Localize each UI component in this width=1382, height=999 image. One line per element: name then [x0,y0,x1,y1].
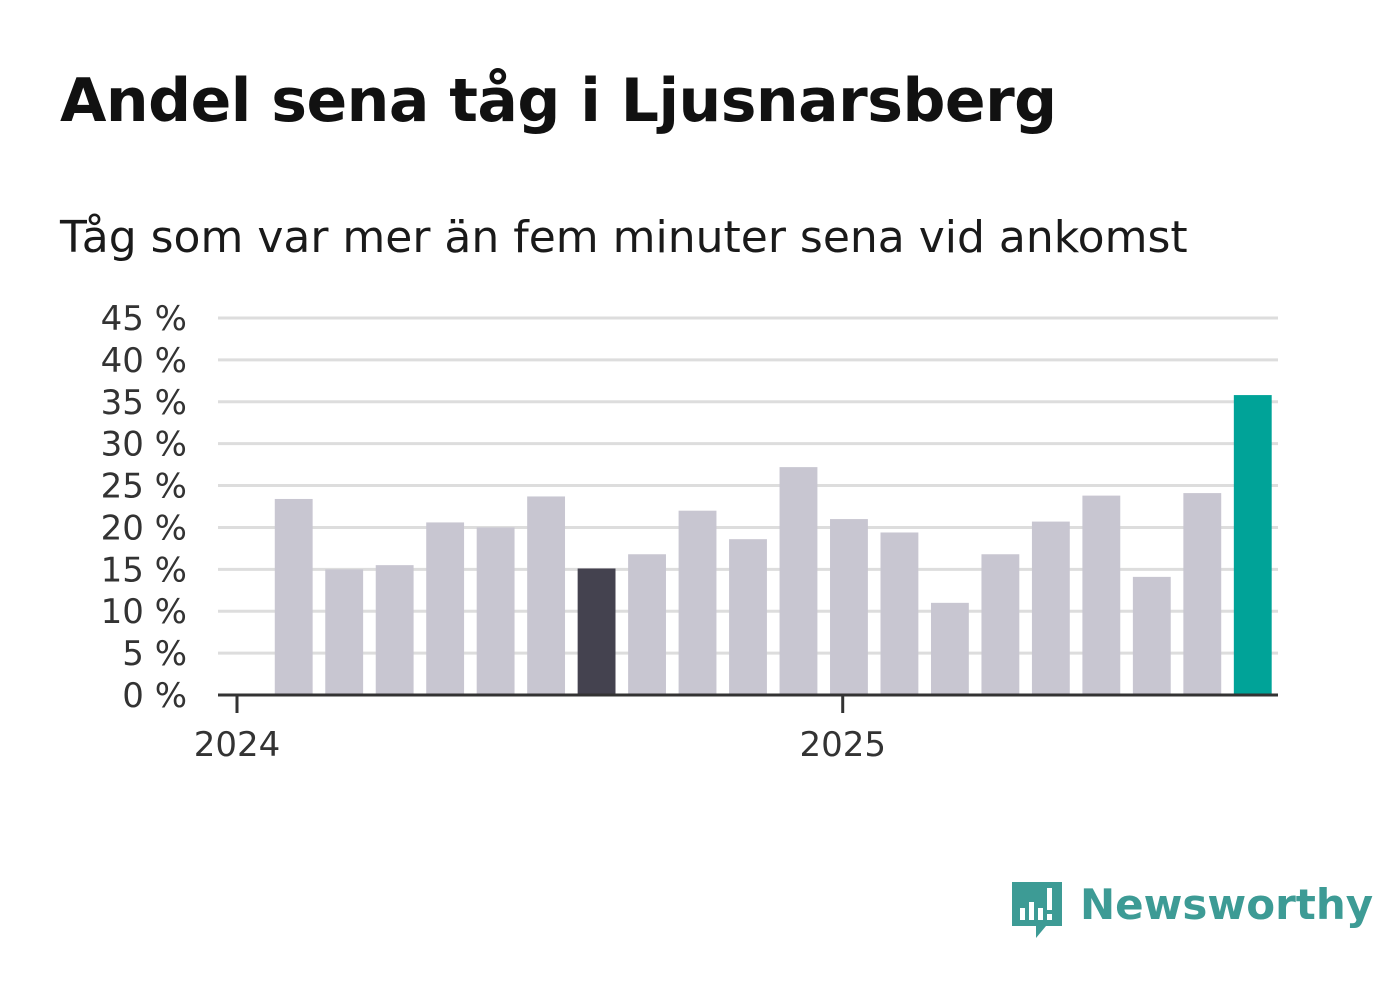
bar-2025-02 [880,532,919,695]
bar-2024-12 [779,467,818,695]
y-tick-label: 35 % [101,383,187,423]
bar-2024-05 [426,522,465,695]
y-tick-label: 30 % [101,425,187,465]
bar-2024-08 [577,568,616,695]
logo-text: Newsworthy [1080,880,1374,929]
bars [274,395,1272,695]
y-tick-label: 15 % [101,550,187,590]
y-tick-label: 20 % [101,508,187,548]
y-tick-label: 5 % [122,634,187,674]
bar-2024-02 [274,498,313,695]
bar-2025-06 [1082,495,1121,695]
bar-2025-01 [830,519,868,695]
bar-2025-05 [1031,521,1070,695]
newsworthy-logo-icon [1012,882,1062,938]
y-tick-label: 45 % [101,299,187,339]
y-axis-labels: 0 %5 %10 %15 %20 %25 %30 %35 %40 %45 % [101,299,187,716]
bar-2024-10 [678,510,717,695]
bar-2025-08 [1183,493,1222,695]
chart-title: Andel sena tåg i Ljusnarsberg [60,66,1057,136]
bar-2024-03 [325,569,364,695]
y-tick-label: 25 % [101,467,187,507]
chart-subtitle: Tåg som var mer än fem minuter sena vid … [60,212,1188,263]
bar-2025-04 [981,554,1020,695]
x-tick-label: 2024 [194,725,281,765]
bar-2024-04 [375,565,414,695]
x-axis: 2024 2025 [194,693,1278,765]
y-tick-label: 10 % [101,592,187,632]
y-tick-label: 0 % [122,676,187,716]
newsworthy-logo: Newsworthy [1010,878,1373,942]
bar-2024-06 [476,527,515,695]
bar-2024-09 [628,554,666,695]
bar-2025-09 [1233,395,1272,695]
x-tick-label: 2025 [799,725,886,765]
y-tick-label: 40 % [101,341,187,381]
bar-2024-11 [729,539,767,695]
bar-2024-07 [527,496,566,695]
bar-2025-07 [1132,576,1171,695]
bar-2025-03 [930,602,969,695]
